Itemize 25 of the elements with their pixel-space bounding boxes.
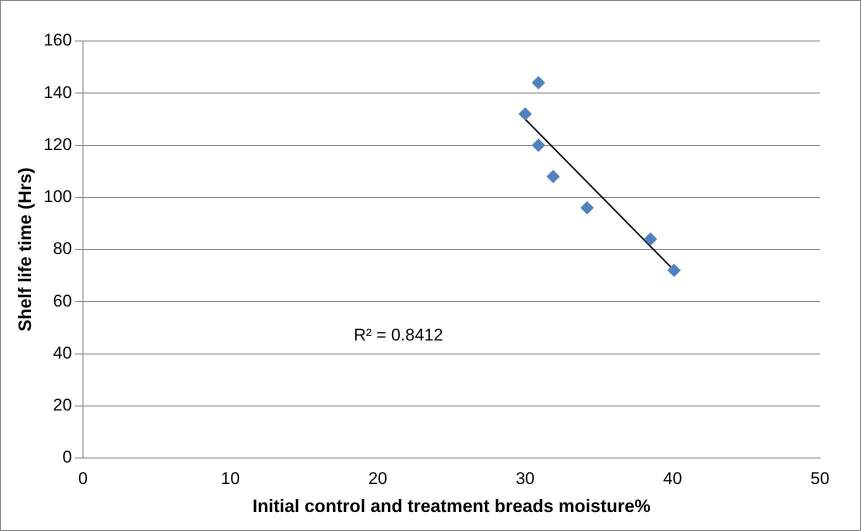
- y-axis-title: Shelf life time (Hrs): [14, 167, 35, 332]
- x-tick-label: 10: [220, 468, 240, 488]
- y-tick-label: 60: [53, 291, 72, 310]
- point: [644, 232, 657, 246]
- x-tick-label: 30: [516, 468, 535, 488]
- y-tick-label: 80: [53, 239, 72, 258]
- x-axis-title: Initial control and treatment breads moisture%: [252, 496, 651, 516]
- y-tick-label: 0: [62, 448, 72, 467]
- y-tick-label: 40: [53, 343, 72, 362]
- point: [668, 264, 681, 277]
- point: [532, 76, 545, 90]
- point: [518, 107, 532, 120]
- x-tick-label: 40: [663, 468, 682, 488]
- y-tick-label: 140: [44, 82, 72, 102]
- y-tick-label: 20: [53, 396, 72, 415]
- point: [546, 170, 560, 184]
- x-tick-label: 0: [78, 468, 88, 488]
- point: [532, 138, 545, 152]
- x-tick-label: 20: [368, 468, 388, 488]
- y-tick-label: 120: [44, 134, 72, 154]
- point: [580, 201, 594, 214]
- annotation: R² = 0.8412: [354, 326, 444, 345]
- x-tick-label: 50: [810, 468, 830, 488]
- y-tick-label: 160: [44, 30, 72, 50]
- y-tick-label: 100: [44, 187, 72, 206]
